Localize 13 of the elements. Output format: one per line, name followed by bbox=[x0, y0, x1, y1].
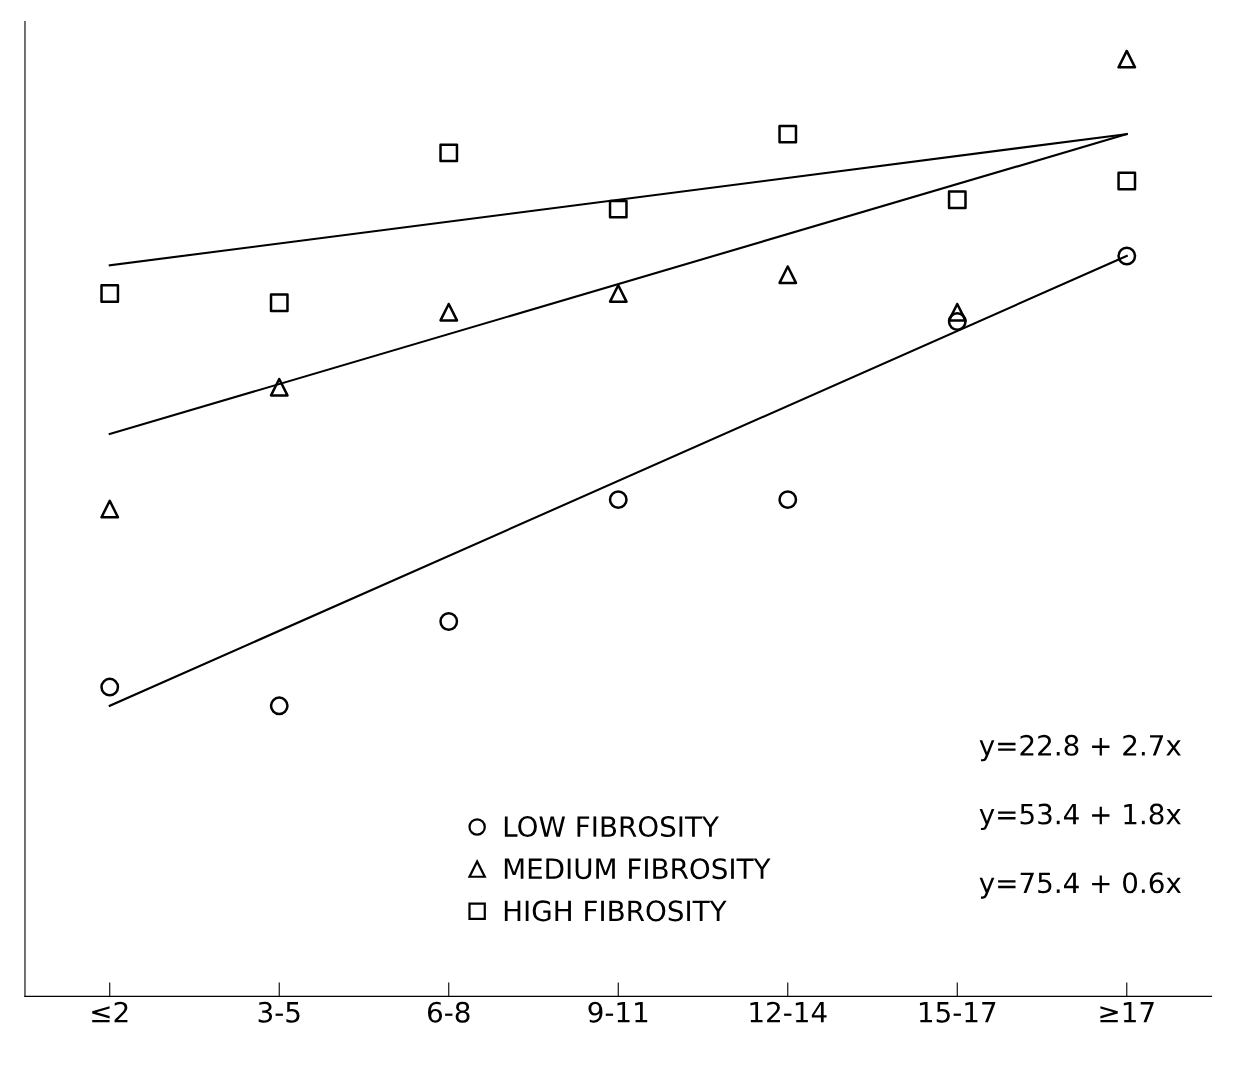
legend-label: MEDIUM FIBROSITY bbox=[504, 858, 771, 880]
x-tick-label: 3-5 bbox=[258, 1001, 300, 1023]
x-tick-label: 9-11 bbox=[588, 1001, 648, 1023]
x-tick-label: ≤2 bbox=[92, 1001, 128, 1023]
annotation: y=53.4 + 1.8x bbox=[979, 803, 1181, 830]
x-tick-label: ≥17 bbox=[1100, 1002, 1154, 1023]
legend-label: HIGH FIBROSITY bbox=[504, 900, 727, 922]
x-tick-label: 12-14 bbox=[750, 1001, 827, 1023]
annotation: y=22.8 + 2.7x bbox=[979, 734, 1181, 762]
annotation: y=75.4 + 0.6x bbox=[979, 872, 1181, 899]
x-tick-label: 15-17 bbox=[919, 1002, 996, 1023]
legend-label: LOW FIBROSITY bbox=[504, 816, 719, 838]
x-tick-label: 6-8 bbox=[428, 1001, 470, 1023]
